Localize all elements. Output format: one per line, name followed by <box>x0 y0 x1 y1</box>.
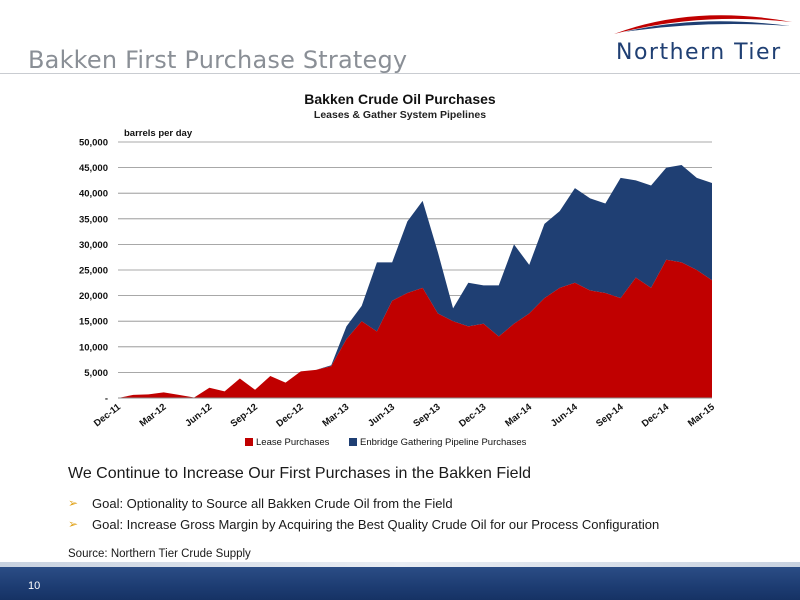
x-tick-label: Dec-12 <box>274 402 305 430</box>
y-tick-label: - <box>105 394 108 405</box>
x-tick-label: Dec-11 <box>92 401 123 429</box>
stacked-area-chart: - 5,000 10,000 15,000 20,000 25,000 30,000 35,0… <box>79 128 717 448</box>
source-note: Source: Northern Tier Crude Supply <box>68 548 251 560</box>
x-tick-label: Mar-14 <box>503 401 534 429</box>
x-tick-label: Sep-12 <box>229 402 260 430</box>
legend-swatch-lease <box>245 438 253 446</box>
x-tick-label: Mar-15 <box>686 401 717 429</box>
x-tick-label: Jun-14 <box>549 401 580 429</box>
x-tick-label: Sep-13 <box>411 402 442 430</box>
company-logo: Northern Tier <box>604 8 794 70</box>
bullet-text: Goal: Increase Gross Margin by Acquiring… <box>92 517 660 532</box>
bullet-item: ➢ Goal: Increase Gross Margin by Acquiri… <box>68 514 659 535</box>
y-tick-label: 25,000 <box>79 266 108 277</box>
x-tick-label: Mar-12 <box>138 402 169 430</box>
series-area-lease <box>118 259 712 398</box>
bullet-list: ➢ Goal: Optionality to Source all Bakken… <box>68 493 659 535</box>
x-tick-label: Dec-14 <box>640 401 672 429</box>
y-tick-label: 30,000 <box>79 240 108 251</box>
x-tick-label: Dec-13 <box>457 402 488 430</box>
x-tick-label: Jun-13 <box>366 402 397 430</box>
y-tick-label: 15,000 <box>79 317 108 328</box>
chart-subtitle: Leases & Gather System Pipelines <box>313 109 487 121</box>
legend-swatch-pipeline <box>349 438 357 446</box>
x-tick-label: Mar-13 <box>320 402 351 430</box>
headline: We Continue to Increase Our First Purcha… <box>68 465 532 482</box>
logo-swoosh-icon <box>614 15 792 34</box>
logo-text: Northern Tier <box>616 40 782 65</box>
y-tick-label: 5,000 <box>84 368 108 379</box>
x-tick-label: Sep-14 <box>594 401 626 429</box>
page-number: 10 <box>28 580 41 592</box>
footer-bar <box>0 567 800 600</box>
y-tick-label: 40,000 <box>79 189 108 200</box>
chart-title: Bakken Crude Oil Purchases <box>304 91 496 107</box>
arrow-bullet-icon: ➢ <box>68 496 79 510</box>
slide-title: Bakken First Purchase Strategy <box>28 46 408 74</box>
footer-accent <box>0 562 800 568</box>
y-tick-label: 50,000 <box>79 138 108 149</box>
y-tick-label: 45,000 <box>79 163 108 174</box>
arrow-bullet-icon: ➢ <box>68 517 79 531</box>
y-axis-label: barrels per day <box>124 128 193 139</box>
y-tick-label: 10,000 <box>79 342 108 353</box>
x-tick-label: Jun-12 <box>183 402 214 430</box>
series-area-pipeline <box>118 165 712 398</box>
y-tick-label: 35,000 <box>79 214 108 225</box>
title-divider <box>0 73 800 74</box>
bullet-item: ➢ Goal: Optionality to Source all Bakken… <box>68 493 659 514</box>
legend-label-pipeline: Enbridge Gathering Pipeline Purchases <box>360 437 527 448</box>
y-tick-label: 20,000 <box>79 291 108 302</box>
bullet-text: Goal: Optionality to Source all Bakken C… <box>92 496 453 511</box>
legend-label-lease: Lease Purchases <box>256 437 330 448</box>
